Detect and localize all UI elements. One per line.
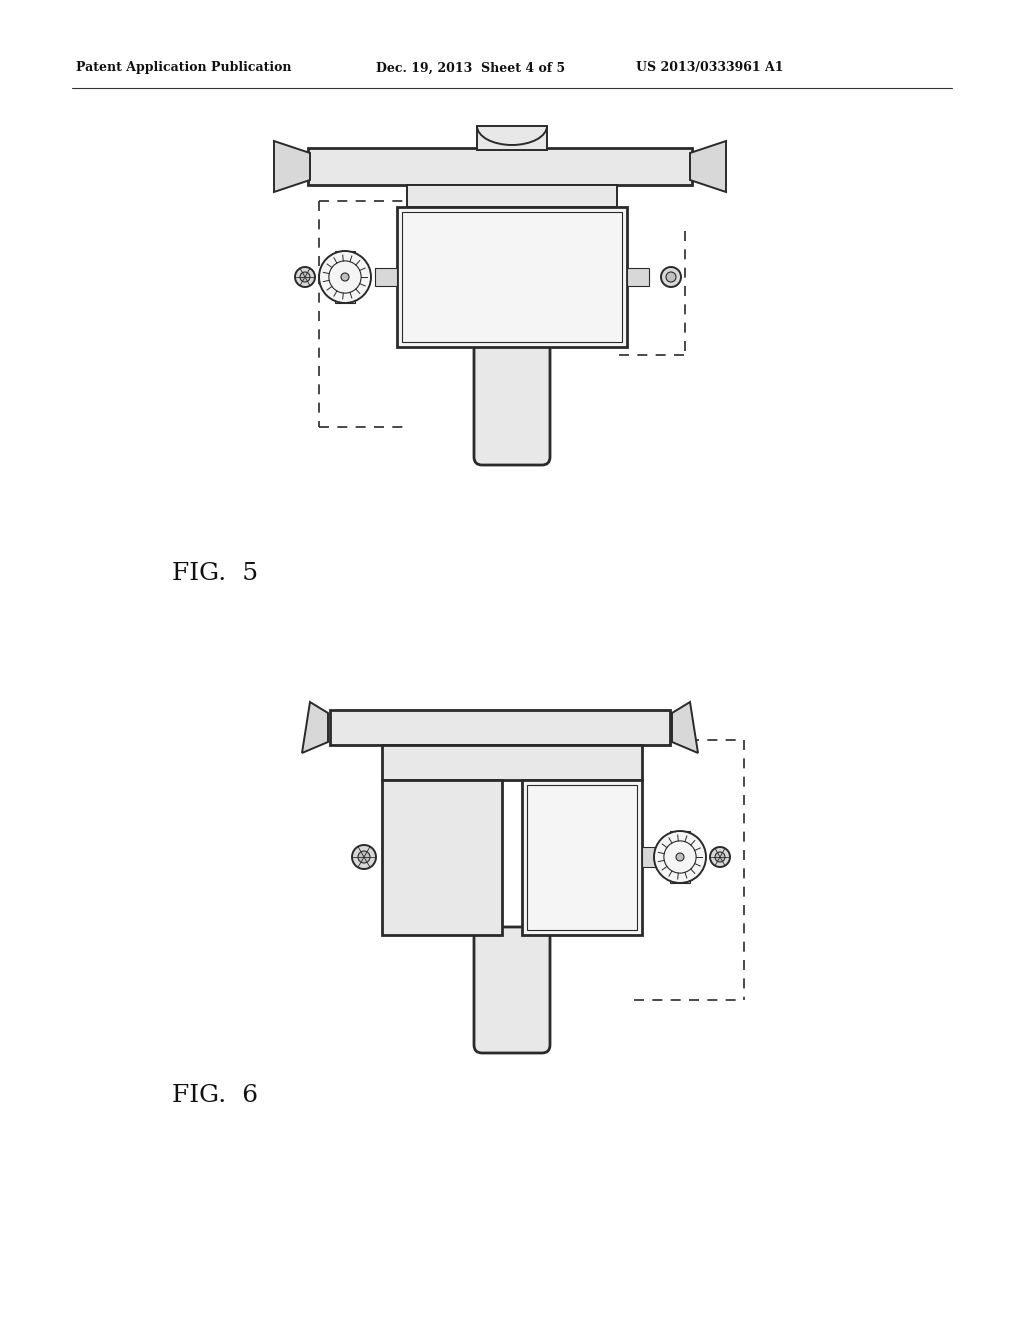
Circle shape [715, 851, 725, 862]
Bar [407, 185, 617, 207]
Polygon shape [302, 702, 328, 752]
Bar [382, 744, 642, 780]
Bar [397, 207, 627, 347]
Text: Patent Application Publication: Patent Application Publication [76, 62, 292, 74]
Circle shape [666, 272, 676, 282]
Bar [335, 251, 355, 304]
FancyBboxPatch shape [474, 339, 550, 465]
Text: Dec. 19, 2013  Sheet 4 of 5: Dec. 19, 2013 Sheet 4 of 5 [376, 62, 565, 74]
Text: FIG.  6: FIG. 6 [172, 1085, 258, 1107]
Circle shape [358, 851, 370, 863]
Circle shape [341, 273, 349, 281]
Bar [522, 780, 642, 935]
Circle shape [295, 267, 315, 286]
Bar [330, 710, 670, 744]
Circle shape [654, 832, 706, 883]
FancyBboxPatch shape [474, 927, 550, 1053]
Circle shape [710, 847, 730, 867]
Bar [642, 847, 664, 867]
Circle shape [319, 251, 371, 304]
Bar [627, 268, 649, 286]
Polygon shape [690, 141, 726, 191]
Circle shape [662, 267, 681, 286]
Circle shape [300, 272, 310, 282]
Polygon shape [274, 141, 310, 191]
Bar [670, 832, 690, 883]
Circle shape [676, 853, 684, 861]
Polygon shape [672, 702, 698, 752]
Bar [375, 268, 397, 286]
Bar [527, 785, 637, 931]
Text: US 2013/0333961 A1: US 2013/0333961 A1 [636, 62, 783, 74]
Bar [308, 148, 692, 185]
Text: FIG.  5: FIG. 5 [172, 562, 258, 586]
Bar [382, 780, 502, 935]
Bar [477, 125, 547, 150]
Bar [402, 213, 622, 342]
Circle shape [352, 845, 376, 869]
